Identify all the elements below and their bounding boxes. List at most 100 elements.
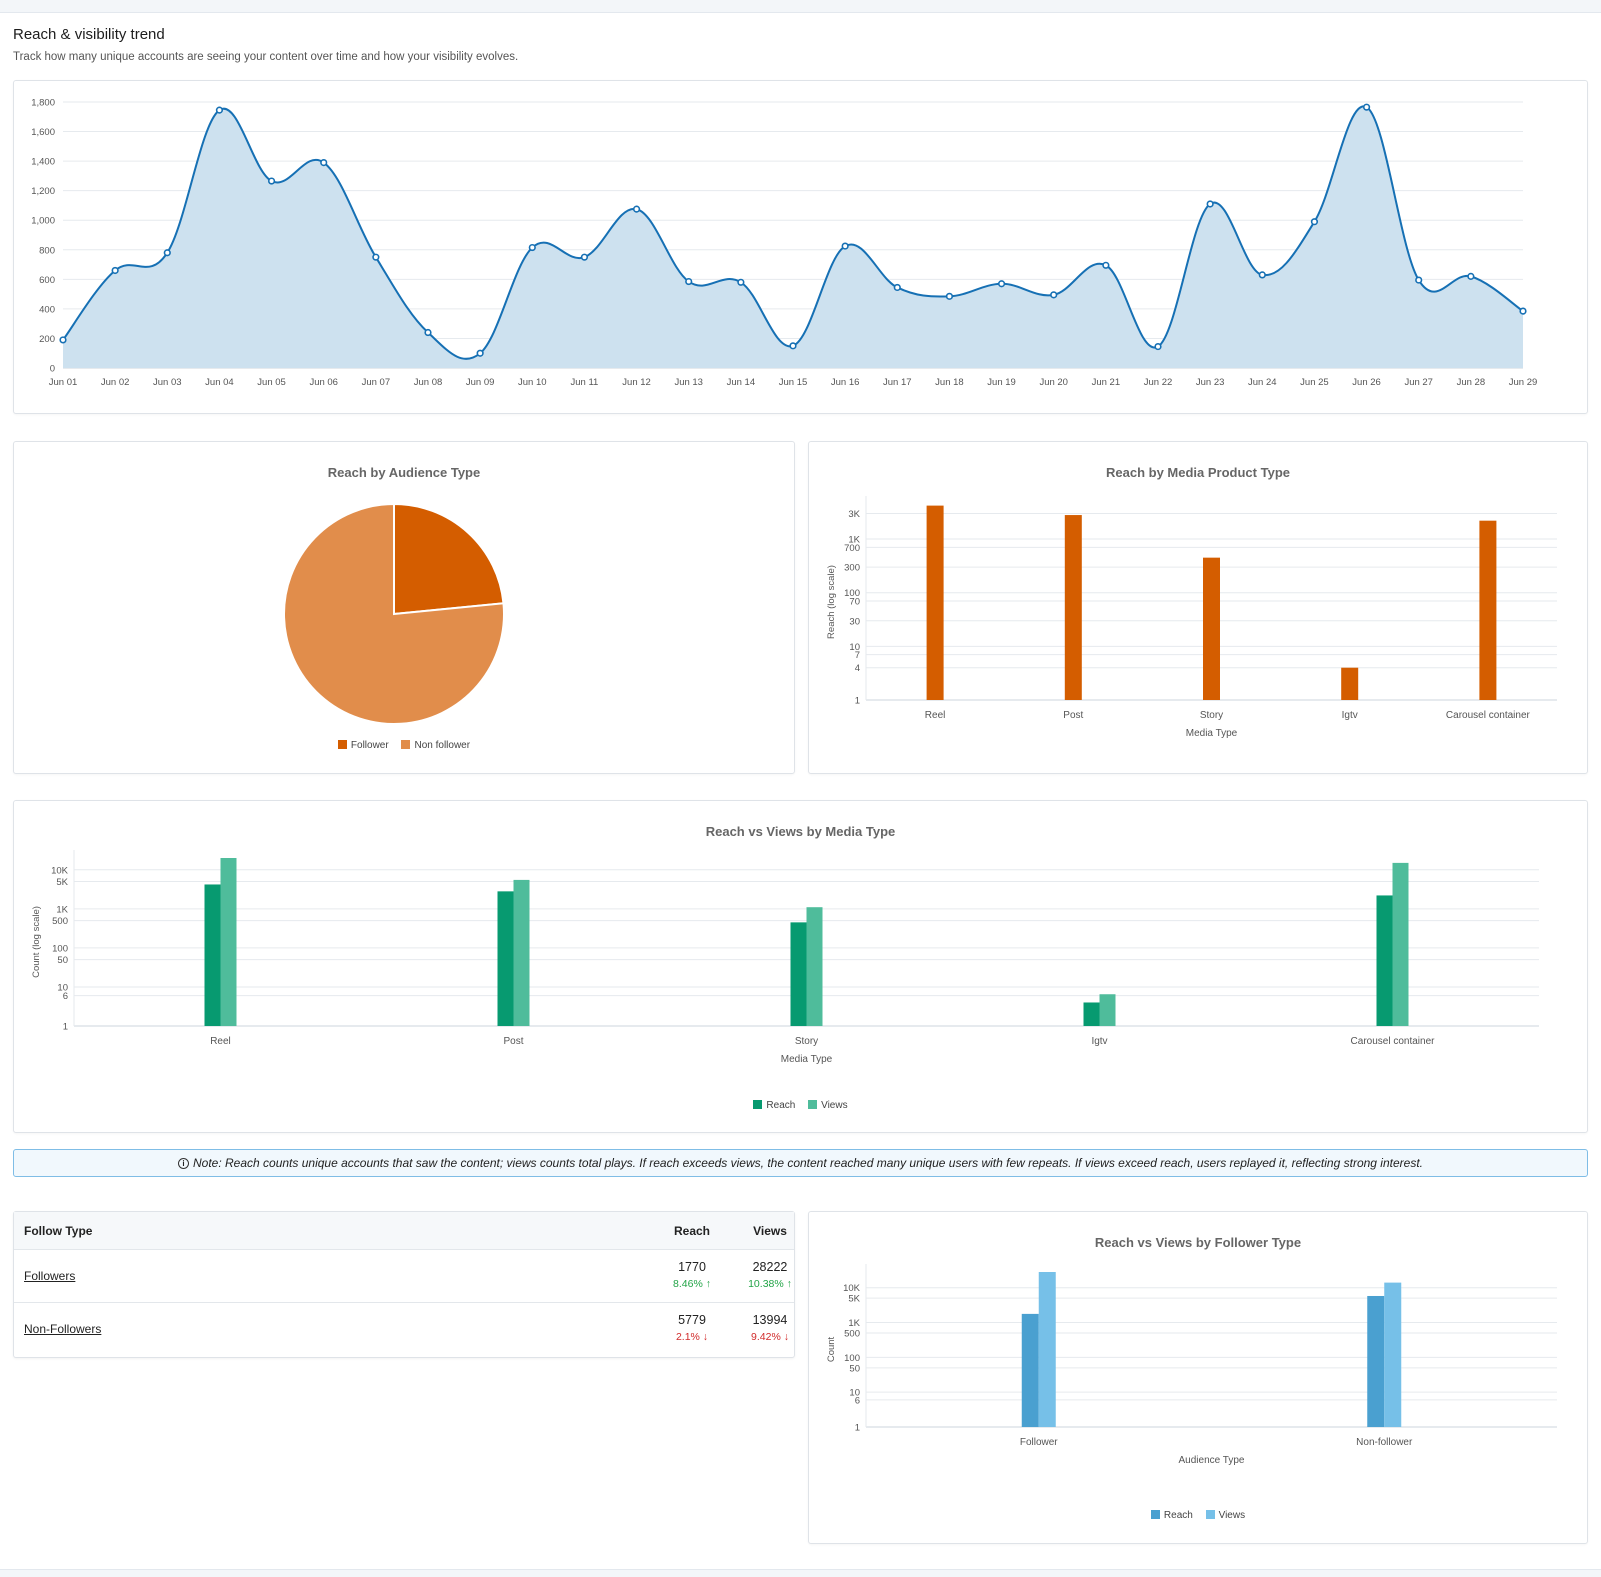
y-axis-label: Count (log scale) (31, 906, 42, 978)
trend-point (945, 292, 954, 300)
reach-views-media-card: Reach vs Views by Media Type 1 6 10 50 100 50… (13, 800, 1588, 1133)
x-tick-label: Jun 19 (987, 377, 1016, 388)
trend-point (59, 336, 67, 344)
x-tick-label: Jun 29 (1509, 377, 1538, 388)
pie-slice-non-follower (283, 502, 505, 725)
x-tick-label: Jun 12 (622, 377, 651, 388)
trend-point (528, 243, 536, 252)
header-views: Views (753, 1224, 787, 1238)
trend-point (789, 342, 797, 350)
row-link-followers[interactable]: Followers (24, 1269, 76, 1283)
x-tick-label: Non-follower (1356, 1437, 1413, 1448)
x-tick-label: Jun 08 (414, 377, 443, 388)
x-tick-label: Jun 05 (257, 377, 286, 388)
y-axis-label: Reach (log scale) (826, 565, 837, 639)
arrow-up-icon: ↑ (705, 1278, 711, 1290)
reach-value: 1770 (678, 1260, 706, 1274)
trend-point (1519, 307, 1527, 315)
x-axis-label: Media Type (1186, 728, 1238, 739)
legend-item-views[interactable]: Views (1205, 1510, 1245, 1521)
y-tick-label: 300 (844, 563, 860, 574)
y-tick-label: 500 (52, 916, 68, 927)
header-follow-type: Follow Type (24, 1224, 93, 1238)
y-tick-label: 400 (39, 304, 55, 315)
y-tick-label: 1,600 (31, 127, 55, 138)
y-tick-label: 10 (849, 1388, 860, 1399)
legend-item-follower[interactable]: Follower (337, 740, 389, 751)
reach-change: 2.1% ↓ (675, 1331, 709, 1343)
y-tick-label: 7 (855, 650, 860, 661)
trend-chart: 0 200 400 600 800 1,000 1,200 1,400 1,600 1,800 Ju… (31, 98, 1538, 389)
trend-point (111, 266, 119, 275)
reach-views-follower-legend: Reach Views (809, 1510, 1587, 1521)
arrow-up-icon: ↑ (786, 1278, 792, 1290)
audience-pie-legend: Follower Non follower (14, 740, 794, 751)
follow-type-table: Follow Type Reach Views Followers 1770 8… (13, 1211, 795, 1358)
bar-carousel-container (1479, 520, 1497, 700)
legend-item-reach[interactable]: Reach (1150, 1510, 1193, 1521)
bar-reel-views (220, 858, 237, 1026)
bar-igtv-views (1099, 994, 1116, 1026)
info-note: i Note: Reach counts unique accounts tha… (13, 1149, 1588, 1177)
y-tick-label: 1 (855, 696, 860, 707)
section-subtitle: Track how many unique accounts are seein… (13, 51, 519, 63)
trend-point (215, 106, 224, 114)
table-header: Follow Type Reach Views (14, 1212, 794, 1250)
y-tick-label: 1,400 (31, 157, 55, 168)
x-tick-label: Jun 02 (101, 377, 130, 388)
trend-point (1102, 261, 1110, 269)
legend-item-views[interactable]: Views (808, 1100, 848, 1111)
x-tick-label: Jun 11 (571, 377, 599, 388)
y-tick-label: 10K (843, 1283, 861, 1294)
trend-point (163, 249, 171, 257)
trend-point (1310, 218, 1319, 226)
trend-chart-card: 0 200 400 600 800 1,000 1,200 1,400 1,600 1,800 Ju… (13, 80, 1588, 414)
y-tick-label: 5K (56, 877, 68, 888)
reach-views-follower-card: Reach vs Views by Follower Type 1 6 10 50 10… (808, 1211, 1588, 1544)
row-link-non-followers[interactable]: Non-Followers (24, 1322, 102, 1336)
trend-point (580, 253, 589, 261)
bar-story (1203, 557, 1220, 700)
y-tick-label: 5K (848, 1294, 860, 1305)
x-tick-label: Carousel container (1446, 710, 1531, 721)
section-title: Reach & visibility trend (13, 26, 165, 43)
y-tick-label: 200 (39, 334, 55, 345)
x-tick-label: Carousel container (1351, 1036, 1436, 1047)
bar-follower-views (1038, 1272, 1056, 1427)
views-change: 9.42% ↓ (751, 1331, 789, 1343)
bar-story-views (806, 907, 823, 1026)
media-bar-card: Reach by Media Product Type 1 4 7 10 30 70 100… (808, 441, 1588, 774)
views-change: 10.38% ↑ (748, 1278, 792, 1290)
y-tick-label: 1K (848, 535, 860, 546)
trend-point (476, 349, 484, 357)
y-tick-label: 0 (50, 364, 55, 375)
media-bar-title: Reach by Media Product Type (1106, 465, 1290, 480)
info-note-text: Note: Reach counts unique accounts that … (193, 1156, 1423, 1170)
x-tick-label: Jun 01 (49, 377, 78, 388)
arrow-down-icon: ↓ (783, 1331, 789, 1343)
x-tick-label: Jun 14 (727, 377, 756, 388)
x-tick-label: Jun 17 (883, 377, 912, 388)
y-tick-label: 50 (849, 1363, 860, 1374)
x-tick-label: Jun 25 (1300, 377, 1329, 388)
y-tick-label: 1 (63, 1022, 68, 1033)
y-tick-label: 600 (39, 275, 55, 286)
y-tick-label: 4 (855, 663, 860, 674)
bar-carousel-container-reach (1376, 895, 1393, 1026)
y-tick-label: 1,200 (31, 186, 55, 197)
table-row: Followers 1770 8.46% ↑ 28222 10.38% ↑ (14, 1250, 794, 1303)
trend-point (893, 283, 901, 292)
views-value: 13994 (752, 1313, 788, 1327)
x-tick-label: Jun 06 (309, 377, 338, 388)
trend-point (1258, 271, 1266, 279)
trend-point (267, 177, 276, 185)
legend-item-reach[interactable]: Reach (753, 1100, 795, 1111)
reach-change: 8.46% ↑ (673, 1278, 711, 1290)
y-tick-label: 3K (848, 509, 860, 520)
x-tick-label: Jun 24 (1248, 377, 1277, 388)
legend-item-non-follower[interactable]: Non follower (401, 740, 470, 751)
x-tick-label: Jun 18 (935, 377, 964, 388)
